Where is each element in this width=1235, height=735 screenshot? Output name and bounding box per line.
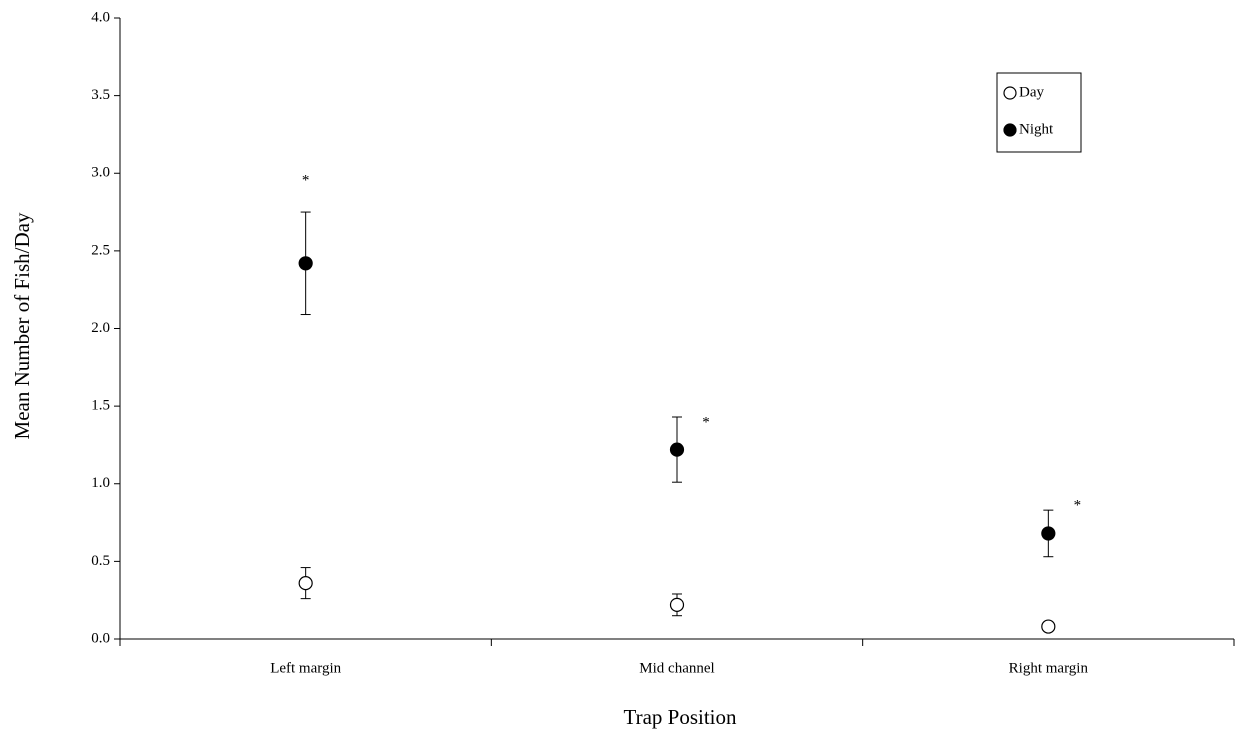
significance-mark: *: [702, 414, 710, 430]
y-tick-label: 2.0: [91, 320, 110, 336]
legend-marker: [1003, 123, 1017, 137]
point: [1041, 619, 1056, 634]
y-axis-title: Mean Number of Fish/Day: [10, 212, 34, 439]
x-tick-label: Mid channel: [639, 660, 714, 676]
point: [298, 576, 313, 591]
legend-label: Day: [1019, 84, 1044, 100]
y-tick-label: 0.5: [91, 553, 110, 569]
point: [669, 597, 685, 612]
legend-marker: [1003, 86, 1017, 100]
x-axis-title: Trap Position: [623, 705, 737, 729]
y-tick-label: 3.0: [91, 165, 110, 181]
x-tick-label: Left margin: [270, 660, 341, 676]
legend-label: Night: [1019, 121, 1054, 137]
y-tick-label: 1.0: [91, 475, 110, 491]
y-tick-label: 1.5: [91, 398, 110, 414]
y-tick-label: 2.5: [91, 242, 110, 258]
legend-box: [996, 72, 1082, 153]
y-tick-label: 4.0: [91, 9, 110, 25]
point: [669, 442, 685, 457]
y-tick-label: 3.5: [91, 87, 110, 103]
significance-mark: *: [1074, 498, 1082, 514]
point: [1041, 526, 1056, 541]
significance-mark: *: [302, 173, 310, 189]
x-tick-label: Right margin: [1009, 660, 1089, 676]
y-tick-label: 0.0: [91, 630, 110, 646]
point: [298, 256, 313, 271]
